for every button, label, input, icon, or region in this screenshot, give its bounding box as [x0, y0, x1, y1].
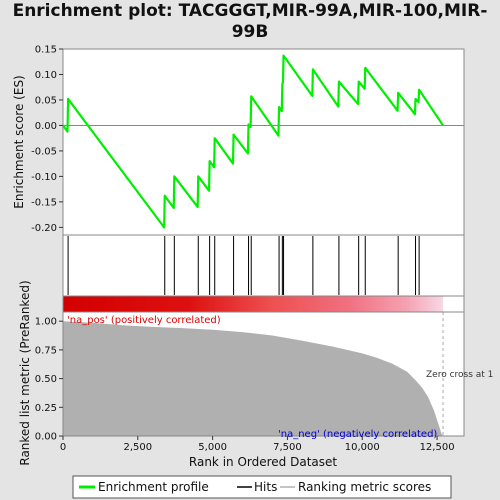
rank-color-bar: [63, 296, 444, 312]
legend-profile-label: Enrichment profile: [98, 480, 209, 494]
legend-metric-label: Ranking metric scores: [298, 480, 431, 494]
zero-cross-label: Zero cross at 1: [426, 370, 493, 380]
x-tick-label: 7,500: [273, 442, 302, 453]
x-axis-title: Rank in Ordered Dataset: [189, 455, 337, 469]
metric-tick-label: 0.75: [35, 345, 57, 356]
pos-label: 'na_pos' (positively correlated): [67, 315, 221, 326]
ranking-metric-area: [63, 321, 444, 436]
es-tick-label: 0.10: [35, 70, 57, 81]
es-tick-label: 0.15: [35, 45, 57, 56]
legend-hits-label: Hits: [254, 480, 277, 494]
chart-title: Enrichment plot: TACGGGT,MIR-99A,MIR-100…: [12, 1, 488, 42]
metric-axis-title: Ranked list metric (PreRanked): [18, 280, 32, 465]
x-tick-label: 5,000: [198, 442, 227, 453]
es-panel: [63, 49, 464, 235]
legend: Enrichment profile Hits Ranking metric s…: [72, 475, 452, 499]
x-tick-label: 0: [60, 442, 66, 453]
es-tick-label: 0.00: [35, 121, 57, 132]
metric-tick-label: 0.50: [35, 374, 57, 385]
x-tick-label: 2,500: [123, 442, 152, 453]
es-tick-label: -0.15: [31, 197, 57, 208]
es-axis-title: Enrichment score (ES): [12, 75, 26, 208]
x-tick-label: 12,500: [420, 442, 455, 453]
es-tick-label: 0.05: [35, 95, 57, 106]
hits-panel: [63, 235, 464, 296]
x-tick-label: 10,000: [345, 442, 380, 453]
es-tick-label: -0.20: [31, 223, 57, 234]
metric-tick-label: 0.25: [35, 403, 57, 414]
enrichment-profile-line: [62, 54, 444, 229]
es-tick-label: -0.10: [31, 172, 57, 183]
es-tick-label: -0.05: [31, 146, 57, 157]
metric-tick-label: 1.00: [35, 317, 57, 328]
metric-tick-label: 0.00: [35, 432, 57, 443]
neg-label: 'na_neg' (negatively correlated): [278, 429, 437, 440]
